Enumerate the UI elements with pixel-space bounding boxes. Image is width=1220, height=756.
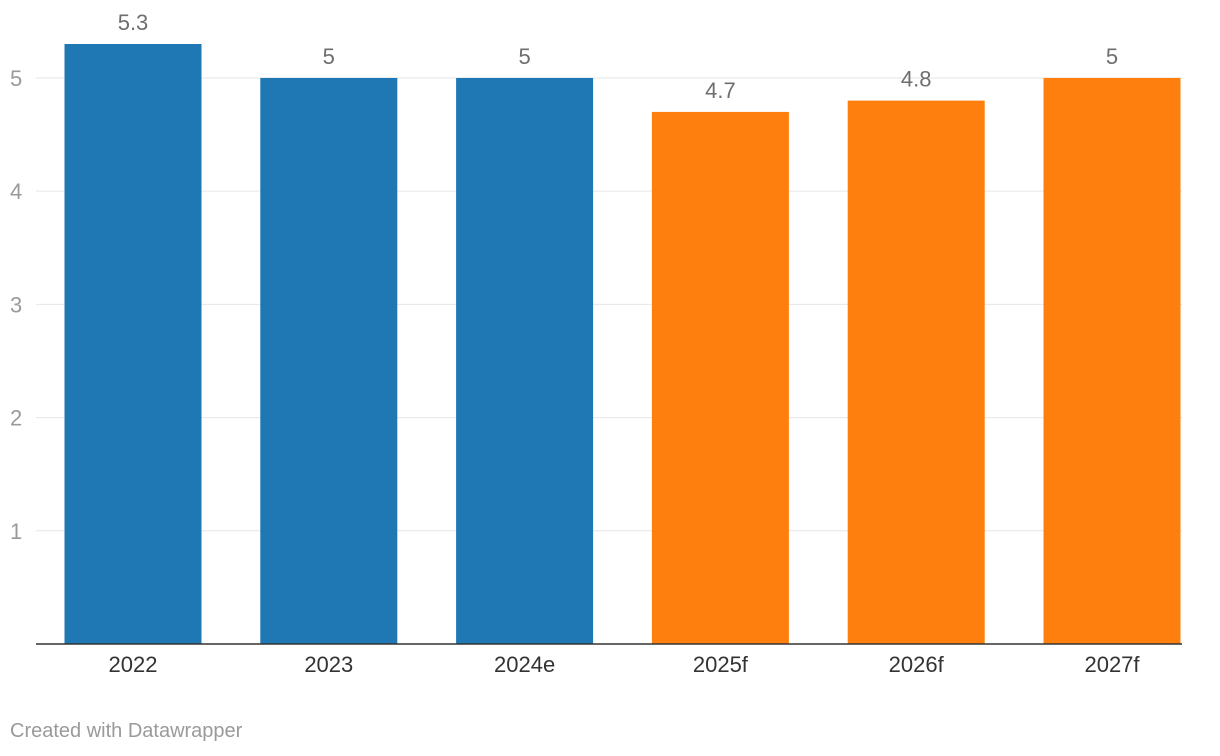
y-axis-tick-labels: 1 2 3 4 5 xyxy=(10,66,22,544)
bar-2022 xyxy=(64,44,202,644)
value-label-2023: 5 xyxy=(323,44,335,69)
value-labels: 5.3 5 5 4.7 4.8 5 xyxy=(118,10,1118,103)
y-tick-label: 1 xyxy=(10,519,22,544)
y-tick-label: 4 xyxy=(10,179,22,204)
y-tick-label: 2 xyxy=(10,406,22,431)
value-label-2025f: 4.7 xyxy=(705,78,736,103)
datawrapper-credit: Created with Datawrapper xyxy=(10,720,243,742)
bars xyxy=(64,44,1181,645)
value-label-2024e: 5 xyxy=(518,44,530,69)
bar-2024e xyxy=(456,77,594,644)
value-label-2022: 5.3 xyxy=(118,10,149,35)
y-tick-label: 3 xyxy=(10,292,22,317)
x-axis-tick-labels: 2022 2023 2024e 2025f 2026f 2027f xyxy=(109,652,1141,677)
y-gridlines xyxy=(36,77,1182,532)
bar-2027f xyxy=(1043,77,1181,644)
value-label-2026f: 4.8 xyxy=(901,67,932,92)
x-tick-label-2024e: 2024e xyxy=(494,652,555,677)
value-label-2027f: 5 xyxy=(1106,44,1118,69)
bar-2023 xyxy=(260,77,398,644)
bar-2025f xyxy=(651,111,789,644)
bar-2026f xyxy=(847,100,985,645)
x-tick-label-2022: 2022 xyxy=(109,652,158,677)
x-tick-label-2025f: 2025f xyxy=(693,652,749,677)
y-tick-label: 5 xyxy=(10,66,22,91)
x-tick-label-2027f: 2027f xyxy=(1084,652,1140,677)
x-tick-label-2026f: 2026f xyxy=(889,652,945,677)
x-tick-label-2023: 2023 xyxy=(304,652,353,677)
